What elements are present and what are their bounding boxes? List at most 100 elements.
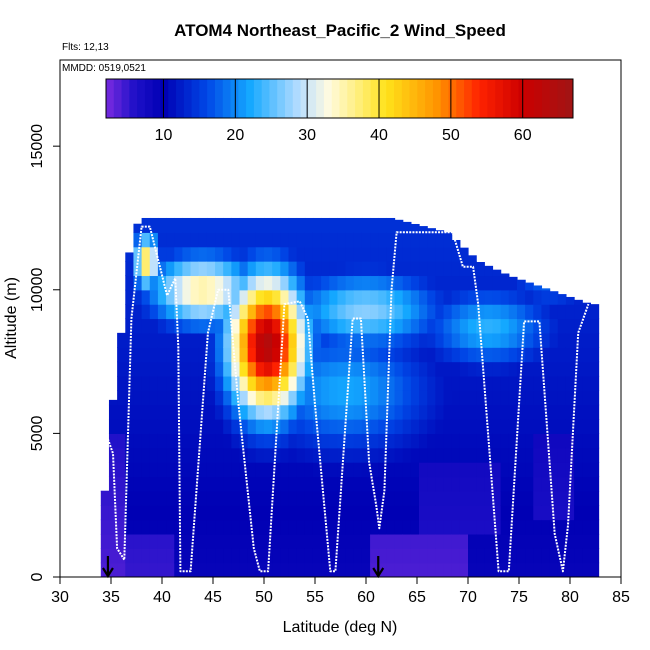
heatmap-cell	[402, 505, 412, 521]
heatmap-cell	[557, 562, 567, 577]
heatmap-cell	[345, 533, 355, 549]
heatmap-cell	[402, 347, 412, 363]
heatmap-cell	[272, 519, 281, 535]
heatmap-cell	[582, 490, 591, 506]
heatmap-cell	[215, 505, 224, 521]
heatmap-cell	[141, 533, 151, 549]
heatmap-cell	[272, 419, 281, 434]
heatmap-cell	[549, 548, 559, 564]
heatmap-cell	[386, 404, 396, 420]
heatmap-cell	[484, 447, 494, 463]
heatmap-cell	[133, 232, 143, 248]
heatmap-cell	[190, 548, 200, 564]
heatmap-cell	[476, 433, 485, 449]
heatmap-cell	[206, 261, 216, 277]
heatmap-cell	[533, 490, 543, 506]
heatmap-cell	[443, 246, 453, 262]
heatmap-cell	[264, 304, 273, 320]
heatmap-cell	[525, 404, 534, 420]
heatmap-cell	[239, 462, 249, 478]
heatmap-cell	[525, 490, 534, 506]
heatmap-cell	[255, 275, 265, 291]
heatmap-cell	[419, 318, 428, 334]
heatmap-cell	[574, 419, 583, 434]
heatmap-cell	[565, 562, 575, 577]
colorbar-swatch	[160, 79, 169, 118]
heatmap-cell	[108, 505, 118, 521]
heatmap-cell	[541, 476, 551, 492]
heatmap-cell	[533, 505, 543, 521]
heatmap-cell	[231, 519, 241, 535]
heatmap-cell	[149, 505, 159, 521]
heatmap-cell	[296, 304, 306, 320]
heatmap-cell	[451, 289, 461, 305]
heatmap-cell	[133, 562, 143, 577]
heatmap-cell	[149, 462, 159, 478]
heatmap-cell	[435, 433, 445, 449]
heatmap-cell	[378, 246, 387, 262]
heatmap-cell	[353, 419, 363, 434]
heatmap-cell	[394, 490, 404, 506]
heatmap-cell	[427, 462, 436, 478]
heatmap-cell	[410, 548, 420, 564]
heatmap-cell	[272, 246, 281, 262]
heatmap-cell	[157, 476, 167, 492]
heatmap-cell	[117, 375, 126, 391]
heatmap-cell	[410, 289, 420, 305]
heatmap-cell	[231, 261, 241, 277]
heatmap-cell	[427, 228, 436, 233]
heatmap-cell	[149, 318, 159, 334]
heatmap-cell	[468, 519, 477, 535]
heatmap-cell	[451, 361, 461, 377]
heatmap-cell	[231, 289, 241, 305]
heatmap-cell	[582, 548, 591, 564]
heatmap-cell	[394, 347, 404, 363]
heatmap-cell	[157, 332, 167, 348]
heatmap-cell	[582, 390, 591, 406]
heatmap-cell	[133, 462, 143, 478]
heatmap-cell	[386, 347, 396, 363]
heatmap-cell	[574, 433, 583, 449]
heatmap-cell	[492, 476, 502, 492]
heatmap-cell	[296, 548, 306, 564]
heatmap-cell	[182, 375, 192, 391]
heatmap-cell	[435, 548, 445, 564]
heatmap-cell	[476, 490, 485, 506]
heatmap-cell	[100, 490, 110, 492]
heatmap-cell	[149, 419, 159, 434]
heatmap-cell	[321, 533, 330, 549]
heatmap-cell	[166, 533, 175, 549]
heatmap-cell	[133, 289, 143, 305]
heatmap-cell	[206, 433, 216, 449]
heatmap-cell	[386, 519, 396, 535]
heatmap-cell	[541, 490, 551, 506]
heatmap-cell	[484, 289, 494, 305]
heatmap-cell	[410, 519, 420, 535]
heatmap-cell	[427, 375, 436, 391]
colorbar-swatch	[541, 79, 551, 118]
heatmap-cell	[525, 476, 534, 492]
heatmap-cell	[582, 361, 591, 377]
heatmap-cell	[174, 318, 183, 334]
heatmap-cell	[410, 533, 420, 549]
heatmap-cell	[394, 519, 404, 535]
heatmap-cell	[304, 390, 314, 406]
heatmap-cell	[272, 361, 281, 377]
heatmap-cell	[117, 447, 126, 463]
heatmap-cell	[419, 289, 428, 305]
heatmap-cell	[345, 246, 355, 262]
heatmap-cell	[206, 404, 216, 420]
heatmap-cell	[582, 505, 591, 521]
heatmap-cell	[329, 548, 339, 564]
heatmap-cell	[541, 519, 551, 535]
heatmap-cell	[451, 562, 461, 577]
heatmap-cell	[117, 419, 126, 434]
heatmap-cell	[329, 261, 339, 277]
heatmap-cell	[198, 375, 208, 391]
heatmap-cell	[353, 490, 363, 506]
heatmap-cell	[198, 261, 208, 277]
heatmap-cell	[345, 562, 355, 577]
heatmap-cell	[272, 261, 281, 277]
heatmap-cell	[565, 347, 575, 363]
heatmap-cell	[492, 289, 502, 305]
